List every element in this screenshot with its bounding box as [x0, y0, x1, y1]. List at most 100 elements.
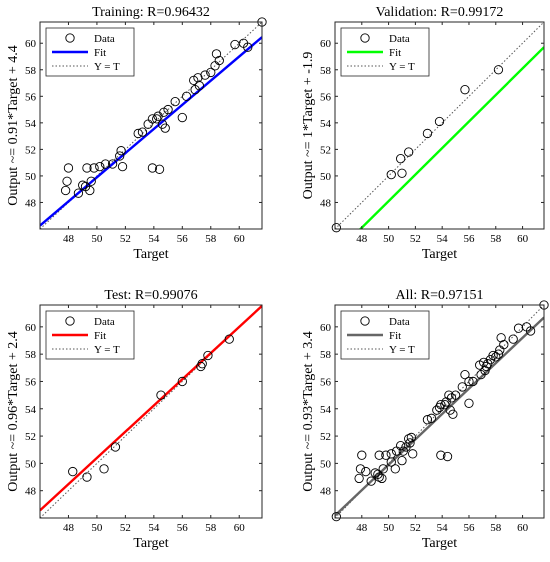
data-point — [480, 365, 490, 376]
y-tick-label: 52 — [320, 144, 331, 156]
data-point — [381, 450, 391, 460]
x-tick-label: 58 — [205, 522, 217, 534]
x-tick-label: 60 — [517, 522, 529, 534]
chart-title: Training: R=0.96432 — [92, 5, 210, 20]
y-tick-label: 48 — [320, 486, 332, 498]
legend-data-label: Data — [94, 33, 115, 45]
data-point — [357, 450, 367, 460]
data-point — [406, 432, 417, 443]
data-point — [434, 116, 445, 127]
chart-title: Validation: R=0.99172 — [376, 5, 504, 20]
y-axis-label: Output ~= 0.93*Target + 3.4 — [301, 331, 316, 492]
data-point — [496, 333, 506, 343]
x-tick-label: 52 — [410, 522, 421, 534]
data-point — [95, 161, 105, 172]
x-tick-label: 54 — [437, 233, 449, 245]
legend-data-label: Data — [94, 316, 115, 328]
data-point — [397, 168, 407, 178]
x-tick-label: 58 — [490, 522, 502, 534]
data-point — [493, 65, 504, 75]
legend-identity-label: Y = T — [389, 61, 415, 73]
y-tick-label: 56 — [320, 376, 332, 388]
x-tick-label: 50 — [91, 233, 103, 245]
data-point — [390, 464, 400, 474]
x-tick-label: 52 — [120, 522, 131, 534]
legend: Data Fit Y = T — [45, 310, 135, 360]
legend-data-label: Data — [389, 316, 410, 328]
data-point — [377, 473, 387, 484]
data-point — [73, 188, 84, 198]
x-tick-label: 50 — [91, 522, 103, 534]
data-point — [60, 185, 71, 196]
data-point — [137, 127, 148, 137]
y-axis-label: Output ~= 0.96*Target + 2.4 — [6, 331, 21, 492]
x-tick-label: 58 — [490, 233, 502, 245]
data-point — [194, 81, 205, 91]
data-point — [436, 400, 446, 410]
y-tick-label: 54 — [25, 404, 37, 416]
data-point — [243, 42, 253, 52]
data-point — [395, 154, 406, 164]
chart-title: Test: R=0.99076 — [104, 288, 197, 303]
axes-box — [39, 304, 263, 519]
fit-line — [40, 36, 262, 227]
y-tick-label: 60 — [320, 38, 332, 50]
data-point — [82, 163, 92, 173]
data-point — [63, 163, 74, 173]
x-tick-label: 48 — [356, 233, 368, 245]
data-point — [107, 159, 118, 169]
chart-panel-4: 48 50 52 54 56 58 60 48 50 52 54 56 58 60 All: R=0.971… — [301, 288, 549, 551]
y-tick-label: 58 — [320, 349, 332, 361]
data-point — [355, 464, 366, 474]
data-point — [177, 376, 187, 387]
axes-box — [39, 21, 263, 230]
x-tick-label: 52 — [410, 233, 421, 245]
data-point — [110, 442, 121, 452]
data-point — [525, 326, 536, 336]
data-point — [436, 450, 446, 460]
data-point — [442, 451, 453, 462]
y-tick-label: 50 — [25, 171, 37, 183]
data-point — [214, 55, 224, 66]
data-point — [374, 472, 384, 482]
x-tick-label: 50 — [383, 522, 395, 534]
data-point — [464, 398, 474, 408]
data-point — [163, 104, 173, 115]
x-tick-label: 48 — [63, 522, 75, 534]
data-point — [211, 49, 222, 59]
data-point — [386, 169, 396, 180]
data-point — [156, 390, 166, 400]
legend-data-marker — [65, 33, 75, 43]
x-tick-label: 56 — [177, 522, 189, 534]
chart-panel-2: 48 50 52 54 56 58 60 48 50 52 54 56 58 60 Validation: … — [301, 5, 545, 262]
legend-data-marker — [65, 316, 75, 326]
x-tick-label: 50 — [383, 233, 395, 245]
y-tick-label: 60 — [25, 38, 37, 50]
data-point — [331, 511, 341, 522]
data-point — [89, 163, 99, 173]
data-point — [434, 402, 445, 413]
legend-data-marker — [360, 316, 370, 326]
data-point — [147, 163, 158, 173]
fit-line — [358, 46, 544, 229]
data-point — [374, 450, 384, 460]
data-point — [386, 457, 396, 467]
data-point — [224, 334, 234, 344]
y-tick-label: 60 — [320, 322, 332, 334]
y-tick-label: 50 — [320, 171, 332, 183]
data-point — [152, 114, 162, 124]
x-tick-label: 48 — [63, 233, 75, 245]
data-point — [481, 361, 492, 372]
y-tick-label: 48 — [320, 197, 332, 209]
legend-data-label: Data — [389, 33, 410, 45]
y-tick-label: 52 — [25, 144, 36, 156]
legend-identity-label: Y = T — [389, 344, 415, 356]
data-point — [457, 382, 467, 392]
chart-title: All: R=0.97151 — [395, 288, 483, 303]
data-point — [397, 456, 407, 466]
legend-fit-label: Fit — [389, 47, 401, 59]
y-tick-label: 48 — [25, 197, 37, 209]
x-axis-label: Target — [133, 247, 168, 262]
legend-fit-label: Fit — [389, 330, 401, 342]
chart-panel-3: 48 50 52 54 56 58 60 48 50 52 54 56 58 60 Test: R=0.99… — [6, 288, 263, 551]
